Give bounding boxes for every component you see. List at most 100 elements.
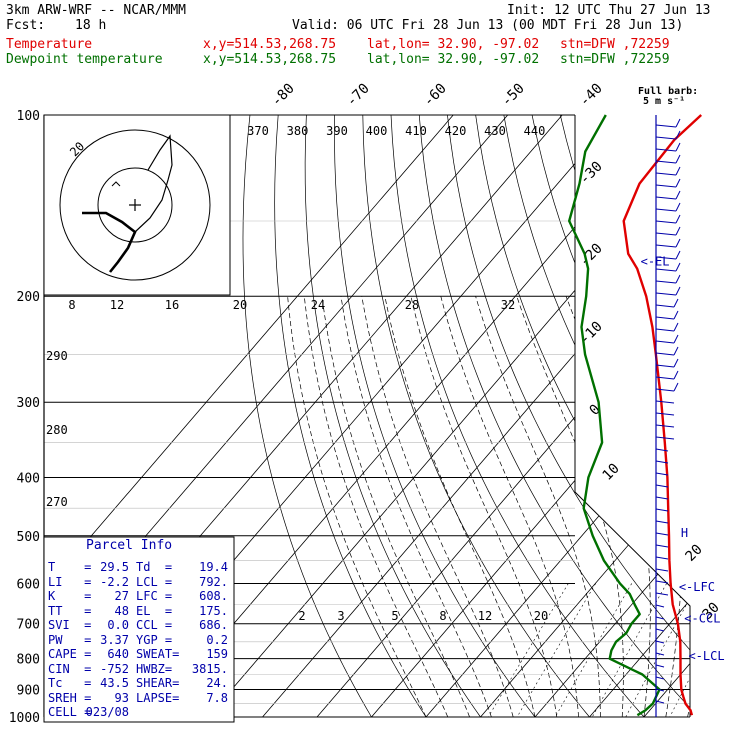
parcel-info-cell: 24.	[206, 676, 228, 690]
parcel-info-cell: K =	[48, 589, 92, 603]
wind-barb-flag	[673, 346, 679, 356]
dry-adiabat-line	[730, 115, 740, 717]
dewpoint-xy: x,y=514.53,268.75	[203, 52, 337, 67]
pressure-label: 600	[17, 577, 40, 592]
temperature-xy: x,y=514.53,268.75	[203, 37, 337, 52]
parcel-info-cell: 0.2	[206, 632, 228, 647]
wind-barb	[655, 688, 665, 692]
parcel-info-cell: -2.2	[100, 574, 129, 589]
wind-barb-flag	[675, 262, 681, 272]
parcel-info-cell: 3815.	[191, 661, 228, 676]
pressure-label: 800	[17, 653, 40, 668]
parcel-info-title: Parcel Info	[86, 538, 173, 553]
moist-adiabat-line	[340, 296, 492, 717]
barb-legend-title: Full barb:	[638, 86, 698, 97]
wind-barb	[655, 196, 677, 200]
parcel-info-cell: LFC =	[136, 589, 173, 603]
hodograph-inner-ring	[97, 167, 173, 243]
wind-barb	[655, 184, 677, 188]
isotherm-label: -70	[344, 81, 373, 110]
wind-barb-flag	[675, 190, 681, 200]
hodograph-speed-label: 32	[501, 298, 515, 312]
theta-left-label: 290	[46, 349, 68, 363]
mixing-ratio-label: 8	[439, 609, 446, 623]
valid-time: Valid: 06 UTC Fri 28 Jun 13 (00 MDT Fri …	[292, 18, 684, 33]
wind-barb-flag	[675, 250, 681, 260]
wind-barb	[655, 664, 665, 668]
wind-barb	[655, 604, 665, 608]
wind-barb	[655, 532, 669, 536]
pressure-label: 500	[17, 530, 40, 545]
wind-barb	[655, 436, 675, 440]
temperature-legend: Temperature	[6, 37, 93, 52]
dry-adiabat-line	[242, 115, 372, 717]
dewpoint-profile	[568, 114, 661, 717]
parcel-info-cell: TT =	[48, 603, 92, 618]
hodograph-speed-label: 20	[233, 298, 247, 312]
dry-adiabat-line	[418, 115, 690, 717]
mixing-ratio-label: 5	[391, 609, 398, 623]
dry-adiabat-line	[588, 115, 690, 717]
wind-barb	[655, 304, 675, 308]
parcel-info-cell: -752	[100, 661, 129, 676]
parcel-info-cell: CAPE =	[48, 647, 92, 661]
isotherm-label: 10	[600, 461, 623, 484]
init-time: Init: 12 UTC Thu 27 Jun 13	[507, 3, 711, 18]
dry-adiabat-line	[644, 115, 690, 717]
wind-barb	[655, 376, 675, 380]
wind-barb	[655, 364, 675, 368]
parcel-info-cell: LAPSE=	[136, 690, 180, 705]
parcel-info-cell: 29.5	[100, 560, 129, 574]
dewpoint-legend: Dewpoint temperature	[6, 52, 163, 67]
parcel-info-cell: 3.37	[100, 632, 129, 647]
parcel-info-cell: 93	[114, 690, 129, 705]
wind-barb-flag	[675, 166, 681, 176]
wind-barb	[655, 652, 665, 656]
parcel-info-cell: CCL =	[136, 618, 173, 632]
wind-barb	[655, 640, 665, 644]
isotherm-line	[480, 115, 690, 717]
wind-barb	[655, 508, 669, 512]
parcel-info-box	[43, 536, 235, 723]
pressure-label: 900	[17, 683, 40, 698]
isotherm-label: 20	[683, 542, 706, 565]
isotherm-line	[44, 115, 454, 717]
isotherm-label: -80	[269, 81, 298, 110]
wind-barb	[655, 160, 677, 164]
wind-barb-flag	[675, 286, 681, 296]
isotherm-line	[534, 115, 690, 717]
parcel-info-cell: YGP =	[136, 632, 173, 647]
mixing-ratio-label: 3	[337, 609, 344, 623]
pressure-label: 700	[17, 618, 40, 633]
wind-barb-flag	[675, 238, 681, 248]
level-marker: <-LCL	[688, 649, 724, 663]
pressure-label: 400	[17, 471, 40, 486]
wind-barb-flag	[673, 334, 679, 344]
barb-legend-unit: 5 m s⁻¹	[643, 96, 685, 107]
moist-adiabat-line	[565, 296, 651, 717]
parcel-info-cell: 686.	[199, 618, 228, 632]
dry-adiabat-line	[475, 115, 690, 717]
wind-barb	[655, 172, 677, 176]
parcel-info-cell: 023/08	[85, 705, 129, 719]
wind-barb	[655, 124, 677, 128]
wind-barb-flag	[673, 298, 679, 308]
wind-barb-flag	[675, 178, 681, 188]
isotherm-label: -40	[577, 81, 606, 110]
temperature-profile	[622, 114, 703, 716]
temperature-station: stn=DFW ,72259	[560, 37, 670, 52]
moist-adiabat-line	[361, 296, 514, 717]
theta-label: 380	[287, 124, 309, 138]
wind-barb-flag	[673, 382, 679, 392]
parcel-info-cell: CIN =	[48, 661, 92, 676]
moist-adiabat-line	[321, 296, 470, 717]
hodograph-speed-label: 24	[311, 298, 325, 312]
mixing-ratio-line	[669, 583, 690, 717]
parcel-info-cell: 159	[206, 647, 228, 661]
isotherm-label: -60	[421, 81, 450, 110]
isotherm-line	[207, 115, 690, 717]
wind-barb	[655, 580, 669, 584]
mixing-ratio-line	[487, 583, 569, 717]
wind-barb	[655, 208, 677, 212]
